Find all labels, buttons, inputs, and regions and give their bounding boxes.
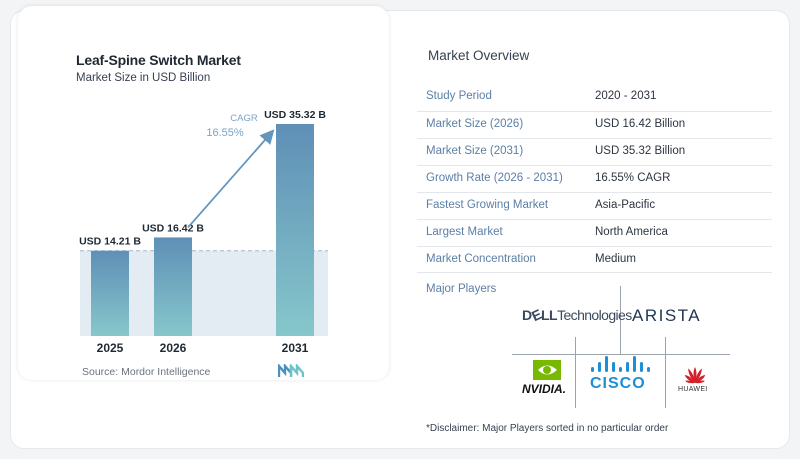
bar-chart: USD 14.21 B 2025 USD 16.42 B 2026 USD 35.32 … bbox=[79, 109, 328, 355]
grid-divider bbox=[665, 337, 666, 408]
cisco-bars-icon bbox=[591, 356, 650, 372]
disclaimer-note: *Disclaimer: Major Players sorted in no … bbox=[426, 423, 669, 434]
x-tick-label: 2026 bbox=[160, 341, 187, 355]
overview-row: Market Size (2031) USD 35.32 Billion bbox=[417, 138, 772, 165]
cagr-label: CAGR bbox=[230, 113, 258, 124]
cisco-bar bbox=[647, 367, 650, 372]
nvidia-logo: NVIDIA. bbox=[522, 360, 572, 400]
x-tick-label: 2025 bbox=[97, 341, 124, 355]
cisco-bar bbox=[598, 362, 601, 372]
cisco-bar bbox=[591, 367, 594, 372]
overview-row-label: Largest Market bbox=[426, 226, 503, 238]
cagr-arrow bbox=[187, 129, 275, 229]
x-tick-label: 2031 bbox=[282, 341, 309, 355]
overview-row-value: USD 35.32 Billion bbox=[595, 145, 686, 157]
overview-row-value: Medium bbox=[595, 253, 636, 265]
cagr-value: 16.55% bbox=[206, 127, 244, 139]
overview-row: Growth Rate (2026 - 2031) 16.55% CAGR bbox=[417, 165, 772, 192]
cisco-bar bbox=[612, 362, 615, 372]
overview-row-label: Market Size (2026) bbox=[426, 118, 524, 130]
chart-title: Leaf-Spine Switch Market bbox=[76, 52, 241, 68]
bar-2031 bbox=[276, 124, 314, 336]
bar-data-label: USD 14.21 B bbox=[79, 236, 141, 248]
overview-row-label: Growth Rate (2026 - 2031) bbox=[426, 172, 563, 184]
overview-row-label: Study Period bbox=[426, 90, 492, 102]
market-overview-table: Study Period 2020 - 2031 Market Size (2026… bbox=[417, 84, 772, 273]
nvidia-eye-icon bbox=[533, 360, 561, 380]
grid-divider bbox=[575, 337, 576, 408]
arista-logo: ARISTA bbox=[632, 306, 702, 325]
cisco-bar bbox=[605, 356, 608, 372]
source-note: Source: Mordor Intelligence bbox=[82, 366, 211, 378]
cisco-bar bbox=[619, 367, 622, 372]
mordor-intelligence-logo bbox=[278, 364, 304, 377]
bar-2026 bbox=[154, 237, 192, 336]
overview-row: Market Size (2026) USD 16.42 Billion bbox=[417, 111, 772, 138]
overview-row-value: North America bbox=[595, 226, 668, 238]
overview-row-label: Market Concentration bbox=[426, 253, 536, 265]
bar-data-label: USD 35.32 B bbox=[264, 109, 326, 121]
market-overview-title: Market Overview bbox=[428, 48, 530, 63]
cisco-bar bbox=[640, 362, 643, 372]
grid-divider bbox=[620, 286, 621, 354]
major-players-title: Major Players bbox=[426, 283, 497, 295]
cisco-bar bbox=[626, 362, 629, 372]
overview-row: Largest Market North America bbox=[417, 219, 772, 246]
overview-row-label: Market Size (2031) bbox=[426, 145, 524, 157]
overview-row: Fastest Growing Market Asia-Pacific bbox=[417, 192, 772, 219]
chart-subtitle: Market Size in USD Billion bbox=[76, 72, 211, 84]
overview-row: Study Period 2020 - 2031 bbox=[417, 84, 772, 111]
bar-data-label: USD 16.42 B bbox=[142, 222, 204, 234]
huawei-flower-icon bbox=[684, 367, 706, 384]
cisco-bar bbox=[633, 356, 636, 372]
overview-row-value: 2020 - 2031 bbox=[595, 90, 657, 102]
overview-row-value: 16.55% CAGR bbox=[595, 172, 671, 184]
overview-row-label: Fastest Growing Market bbox=[426, 199, 549, 211]
dell-technologies-logo: DELLTechnologies bbox=[522, 305, 632, 325]
cisco-logo: CISCO bbox=[586, 355, 656, 395]
overview-row-value: Asia-Pacific bbox=[595, 199, 656, 211]
overview-row: Market Concentration Medium bbox=[417, 246, 772, 273]
grid-divider bbox=[512, 354, 730, 355]
huawei-logo: HUAWEI bbox=[678, 366, 712, 398]
bar-2025 bbox=[91, 250, 129, 336]
overview-row-value: USD 16.42 Billion bbox=[595, 118, 686, 130]
